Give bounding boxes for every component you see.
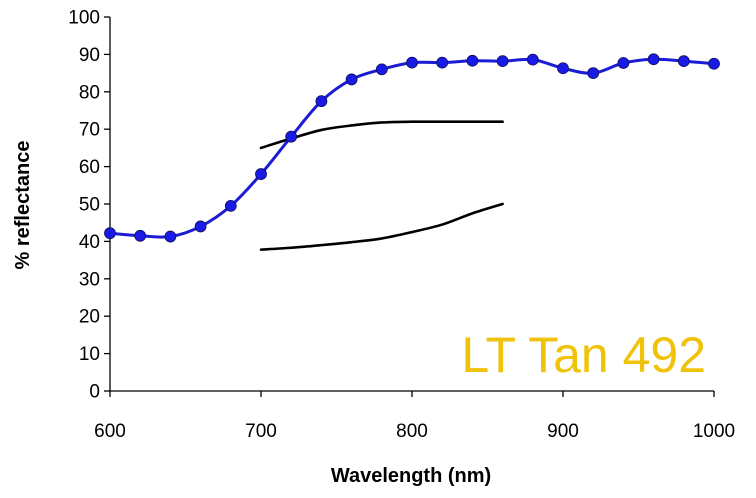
data-point — [526, 53, 539, 66]
data-point — [406, 56, 418, 69]
data-point — [677, 55, 690, 68]
data-point — [134, 229, 147, 242]
y-tick-label: 80 — [79, 82, 100, 103]
y-tick-label: 50 — [79, 195, 100, 216]
x-tick-label: 900 — [547, 421, 579, 442]
data-point — [647, 53, 660, 66]
y-tick-label: 90 — [79, 45, 100, 66]
series-line — [108, 57, 716, 239]
data-point — [375, 63, 388, 76]
data-point — [224, 199, 237, 212]
data-point — [557, 62, 569, 75]
y-tick-label: 0 — [89, 382, 100, 403]
y-axis-title: % reflectance — [12, 141, 34, 270]
data-point — [587, 67, 600, 79]
y-tick-label: 60 — [79, 157, 100, 178]
series-2 — [259, 202, 504, 251]
x-tick-label: 800 — [396, 421, 428, 442]
series-1 — [259, 120, 504, 150]
axes: 0 10 20 30 40 50 60 70 80 90 100 600 700 800 900 1000 — [68, 8, 735, 443]
data-point — [436, 56, 449, 69]
y-tick-label: 10 — [79, 344, 100, 365]
data-point — [104, 227, 116, 240]
y-tick-label: 20 — [79, 307, 100, 328]
data-point — [315, 95, 328, 108]
sample-label: LT Tan 492 — [461, 327, 706, 383]
series-layer — [104, 53, 720, 251]
data-point — [496, 55, 509, 68]
data-point — [708, 57, 720, 70]
y-tick-label: 40 — [79, 232, 100, 253]
series-line — [259, 202, 504, 251]
data-point — [255, 168, 267, 180]
x-tick-label: 1000 — [693, 421, 735, 442]
x-tick-label: 600 — [94, 421, 126, 442]
series-0 — [104, 53, 720, 243]
data-point — [617, 57, 630, 69]
series-line — [259, 120, 504, 150]
y-tick-label: 30 — [79, 269, 100, 290]
data-point — [194, 220, 207, 233]
y-tick-label: 70 — [79, 120, 100, 141]
y-tick-label: 100 — [68, 8, 100, 29]
x-axis-title: Wavelength (nm) — [331, 465, 491, 487]
data-point — [285, 130, 298, 143]
x-tick-label: 700 — [245, 421, 277, 442]
data-point — [164, 230, 177, 243]
data-point — [345, 73, 358, 86]
data-point — [466, 54, 479, 67]
